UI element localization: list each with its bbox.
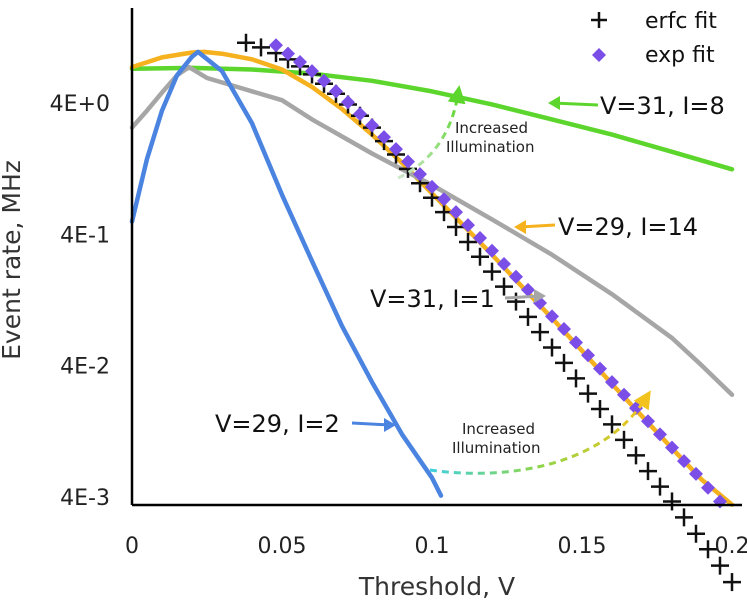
x-tick-label: 0.2 xyxy=(715,534,747,559)
lower-annotation-line2: Illumination xyxy=(452,439,540,457)
exp-fit-marker xyxy=(605,375,619,390)
erfc-fit-marker xyxy=(723,573,741,592)
legend-label-erfc: erfc fit xyxy=(645,9,717,34)
x-tick-label: 0.05 xyxy=(258,534,307,559)
legend-label-exp: exp fit xyxy=(645,43,715,68)
exp-fit-marker xyxy=(509,269,523,284)
erfc-fit-marker xyxy=(543,338,561,357)
upper-annotation-line2: Illumination xyxy=(446,138,534,156)
exp-fit-marker xyxy=(665,440,679,455)
exp-fit-marker xyxy=(545,309,559,324)
exp-fit-marker xyxy=(425,179,439,194)
erfc-fit-marker xyxy=(519,307,537,326)
erfc-fit-marker xyxy=(567,369,585,388)
erfc-fit-marker xyxy=(711,556,729,575)
erfc-fit-marker xyxy=(675,508,693,527)
erfc-fit-marker xyxy=(447,217,465,236)
exp-fit-marker xyxy=(317,73,331,88)
exp-fit-marker xyxy=(341,95,355,110)
legend-diamond-icon xyxy=(592,48,606,62)
erfc-fit-marker xyxy=(699,540,717,559)
exp-fit-marker xyxy=(641,414,655,429)
erfc-fit-marker xyxy=(627,446,645,465)
lower-annotation-line1: Increased xyxy=(462,420,535,438)
exp-fit-marker xyxy=(401,154,415,169)
curve-label-v31-i1: V=31, I=1 xyxy=(370,285,495,313)
erfc-fit-marker xyxy=(687,524,705,543)
curve-label-v31-i8: V=31, I=8 xyxy=(600,92,725,120)
tick-layer: 0 0.05 0.1 0.15 0.2 4E-3 4E-2 4E-1 4E+0 xyxy=(50,92,747,559)
x-axis-title: Threshold, V xyxy=(358,572,515,601)
label-pointer-v29-i2-head xyxy=(384,418,396,432)
erfc-fit-marker xyxy=(459,232,477,251)
exp-fit-marker xyxy=(593,361,607,376)
exp-fit-marker xyxy=(329,84,343,99)
exp-fit-marker xyxy=(689,466,703,481)
exp-fit-marker xyxy=(449,205,463,220)
upper-annotation-line1: Increased xyxy=(455,119,528,137)
legend-plus-icon xyxy=(591,12,607,28)
x-tick-label: 0 xyxy=(125,534,139,559)
exp-fit-marker xyxy=(677,454,691,469)
legend: erfc fit exp fit xyxy=(591,9,717,68)
exp-fit-marker xyxy=(461,218,475,233)
label-pointer-v31-i8-head xyxy=(548,96,560,110)
label-pointer-v29-i14-head xyxy=(514,220,526,234)
exp-fit-marker xyxy=(653,427,667,442)
exp-fit-marker xyxy=(617,387,631,402)
erfc-fit-marker xyxy=(603,415,621,434)
exp-fit-marker xyxy=(569,335,583,350)
y-tick-label: 4E-1 xyxy=(60,223,110,248)
erfc-fit-marker xyxy=(651,477,669,496)
erfc-fit-marker xyxy=(663,492,681,511)
exp-fit-marker xyxy=(557,322,571,337)
exp-fit-marker xyxy=(497,256,511,271)
y-tick-label: 4E+0 xyxy=(50,92,110,117)
erfc-fit-marker xyxy=(591,400,609,419)
series-line-v-29-i-2 xyxy=(129,49,444,498)
label-pointer-v29-i2 xyxy=(351,421,391,427)
y-tick-label: 4E-3 xyxy=(60,486,110,511)
x-tick-label: 0.1 xyxy=(415,534,450,559)
y-axis-title: Event rate, MHz xyxy=(0,160,26,360)
lower-illumination-arrow xyxy=(429,390,651,475)
y-tick-label: 4E-2 xyxy=(60,355,110,380)
label-pointer-v31-i1-head xyxy=(534,289,546,303)
upper-illumination-arrow xyxy=(397,85,466,180)
series-layer xyxy=(129,49,735,507)
erfc-fit-marker xyxy=(639,462,657,481)
exp-fit-marker xyxy=(377,130,391,145)
exp-fit-marker xyxy=(521,282,535,297)
exp-fit-marker xyxy=(485,243,499,258)
erfc-fit-marker xyxy=(483,262,501,281)
curve-label-v29-i2: V=29, I=2 xyxy=(215,410,340,438)
x-tick-label: 0.15 xyxy=(558,534,607,559)
exp-fit-marker xyxy=(413,167,427,182)
erfc-fit-marker xyxy=(531,323,549,342)
exp-fit-marker xyxy=(353,106,367,121)
erfc-fit-marker xyxy=(495,277,513,296)
exp-fit-marker xyxy=(305,64,319,79)
exp-fit-marker xyxy=(473,231,487,246)
exp-fit-marker xyxy=(269,38,283,53)
erfc-fit-marker xyxy=(471,247,489,266)
curve-label-v29-i14: V=29, I=14 xyxy=(558,213,698,241)
erfc-fit-marker xyxy=(579,384,597,403)
exp-fit-marker xyxy=(293,55,307,70)
exp-fit-marker xyxy=(701,480,715,495)
erfc-fit-marker xyxy=(252,38,270,57)
erfc-fit-marker xyxy=(507,292,525,311)
exp-fit-marker xyxy=(389,142,403,157)
erfc-fit-marker xyxy=(615,430,633,449)
series-line-v-31-i-1 xyxy=(129,64,735,398)
exp-fit-marker xyxy=(365,118,379,133)
erfc-fit-marker xyxy=(555,353,573,372)
label-pointer-v31-i8 xyxy=(552,101,599,107)
exp-fit-marker xyxy=(281,46,295,61)
erfc-fit-marker xyxy=(237,33,255,52)
exp-fit-marker xyxy=(437,192,451,207)
series-line-v-31-i-8 xyxy=(129,65,735,172)
exp-fit-marker xyxy=(581,348,595,363)
